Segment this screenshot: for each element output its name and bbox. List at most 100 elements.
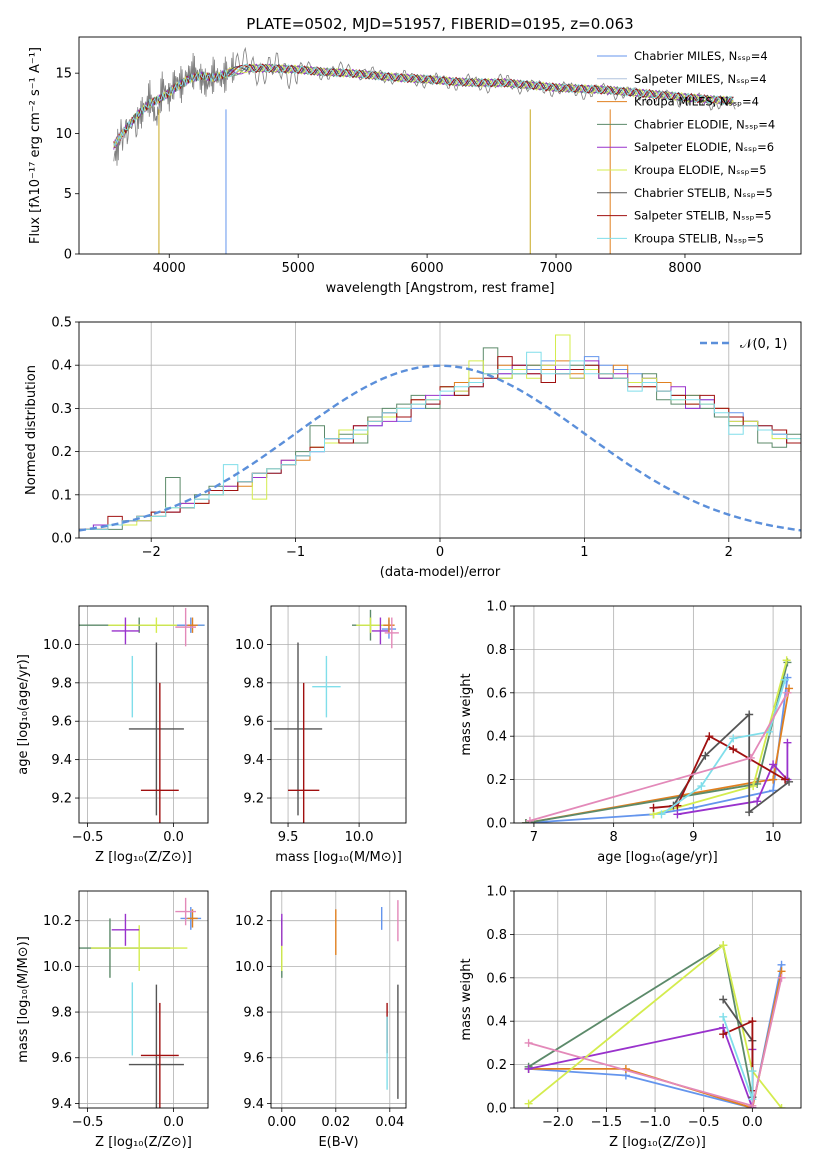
massweight-marker: [746, 753, 755, 762]
y-tick-label: 0.0: [51, 532, 72, 547]
y-tick-label: 0.4: [486, 1015, 507, 1030]
massweight-marker: [729, 745, 738, 754]
spectrum-model-line: [113, 63, 734, 148]
x-tick-label: 10: [765, 830, 782, 845]
errorbar-point: [91, 925, 188, 971]
x-tick-label: 5000: [282, 261, 315, 276]
axes-age-vs-Z: −0.5 0.0 9.2 9.4 9.6 9.8 10.0 Z [log₁₀(Z/Z⊙)] ag…: [16, 605, 209, 865]
x-tick-label: −2.0: [542, 1115, 574, 1130]
plot-area: [524, 941, 786, 1108]
x-axis-label: (data-model)/error: [380, 565, 501, 580]
axes-spectrum: 4000 5000 6000 7000 8000 0 5 10 15 wavelength [An…: [28, 36, 802, 296]
histogram-step-line: [79, 347, 801, 530]
y-tick-label: 0.4: [51, 359, 72, 374]
y-tick-label: 1.0: [486, 600, 507, 615]
legend-label: Chabrier ELODIE, Nₛₛₚ=4: [634, 117, 775, 131]
massweight-marker: [748, 1101, 757, 1108]
y-tick-label: 0.2: [486, 1058, 507, 1073]
errorbar-point: [175, 897, 196, 926]
legend: 𝒩(0, 1): [700, 337, 787, 352]
y-tick-label: 9.6: [243, 1051, 264, 1066]
massweight-marker: [524, 1099, 533, 1108]
y-axis-label: Normed distribution: [24, 365, 39, 495]
y-tick-label: 9.8: [243, 676, 264, 691]
x-tick-label: 2: [725, 545, 733, 560]
x-axis-label: age [log₁₀(age/yr)]: [597, 850, 718, 865]
errorbar-point: [371, 617, 389, 645]
y-axis-label: mass [log₁₀(M/M⊙)]: [16, 936, 31, 1063]
y-tick-label: 0.3: [51, 402, 72, 417]
massweight-line: [722, 1016, 754, 1100]
massweight-marker: [719, 1030, 728, 1039]
y-tick-label: 0.0: [486, 817, 507, 832]
x-tick-label: 7000: [539, 261, 572, 276]
axes-residuals: −2 −1 0 1 2 0.0 0.1 0.2 0.3 0.4 0.5 (data-model)/er…: [24, 316, 802, 580]
x-axis-label: E(B-V): [318, 1135, 358, 1150]
massweight-marker: [729, 734, 738, 743]
y-tick-label: 10.0: [235, 960, 264, 975]
massweight-marker: [719, 995, 728, 1004]
errorbar-point: [288, 682, 320, 823]
histogram-step-line: [79, 360, 801, 530]
x-axis-label: wavelength [Angstrom, rest frame]: [326, 281, 555, 296]
x-tick-label: 0: [436, 545, 444, 560]
x-tick-label: 10.0: [345, 830, 374, 845]
histogram-step-line: [79, 351, 801, 530]
x-tick-label: 1: [580, 545, 588, 560]
errorbar-point: [175, 607, 196, 647]
x-tick-label: 6000: [411, 261, 444, 276]
massweight-marker: [785, 684, 794, 693]
legend-label: Chabrier STELIB, Nₛₛₚ=5: [634, 186, 773, 200]
x-tick-label: 9: [689, 830, 697, 845]
x-tick-label: −0.5: [72, 830, 104, 845]
y-axis-label: mass weight: [459, 673, 474, 755]
x-tick-label: 8: [610, 830, 618, 845]
massweight-marker: [689, 803, 698, 812]
errorbar-point: [383, 617, 395, 633]
y-tick-label: 0.2: [486, 773, 507, 788]
massweight-marker: [701, 751, 710, 760]
x-tick-label: 7: [530, 830, 538, 845]
massweight-marker: [777, 973, 786, 982]
massweight-marker: [769, 760, 778, 769]
massweight-marker: [745, 710, 754, 719]
axes-frame: [78, 605, 209, 824]
y-tick-label: 1.0: [486, 885, 507, 900]
y-axis-label: Flux [fλ10⁻¹⁷ erg cm⁻² s⁻¹ A⁻¹]: [28, 47, 43, 244]
legend: Chabrier MILES, Nₛₛₚ=4 Salpeter MILES, Nₛ…: [597, 49, 775, 245]
y-tick-label: 10: [55, 127, 72, 142]
legend-label: 𝒩(0, 1): [740, 337, 787, 352]
axes-frame: [513, 605, 802, 824]
y-tick-label: 9.4: [243, 1097, 264, 1112]
y-tick-label: 0.1: [51, 488, 72, 503]
y-tick-label: 0.2: [51, 445, 72, 460]
massweight-marker: [673, 810, 682, 819]
axes-massweight-vs-Z: −2.0 −1.5 −1.0 −0.5 0.0 0.0 0.2 0.4 0.6 0.8 1.0 Z […: [459, 885, 802, 1150]
x-tick-label: −0.5: [72, 1115, 104, 1130]
x-tick-label: 0.0: [163, 1115, 184, 1130]
y-tick-label: 9.8: [51, 1006, 72, 1021]
massweight-marker: [769, 775, 778, 784]
x-tick-label: −1.0: [639, 1115, 671, 1130]
y-tick-label: 9.8: [243, 1006, 264, 1021]
y-tick-label: 0.4: [486, 730, 507, 745]
y-tick-label: 10.0: [235, 638, 264, 653]
massweight-marker: [525, 816, 534, 823]
x-tick-label: −1.5: [591, 1115, 623, 1130]
y-tick-label: 9.6: [51, 1051, 72, 1066]
axes-frame: [270, 890, 407, 1109]
legend-label: Kroupa ELODIE, Nₛₛₚ=5: [634, 163, 767, 177]
axes-frame: [270, 605, 407, 824]
massweight-marker: [697, 782, 706, 791]
y-tick-label: 0.8: [486, 928, 507, 943]
massweight-marker: [748, 1067, 757, 1076]
massweight-marker: [783, 688, 792, 697]
y-tick-label: 0: [64, 248, 72, 263]
y-tick-label: 0.6: [486, 971, 507, 986]
massweight-marker: [782, 656, 791, 665]
plot-area: [521, 656, 794, 823]
y-tick-label: 0.8: [486, 643, 507, 658]
y-tick-label: 9.2: [51, 792, 72, 807]
legend-label: Salpeter MILES, Nₛₛₚ=4: [634, 72, 767, 86]
errorbar-point: [140, 1002, 179, 1108]
